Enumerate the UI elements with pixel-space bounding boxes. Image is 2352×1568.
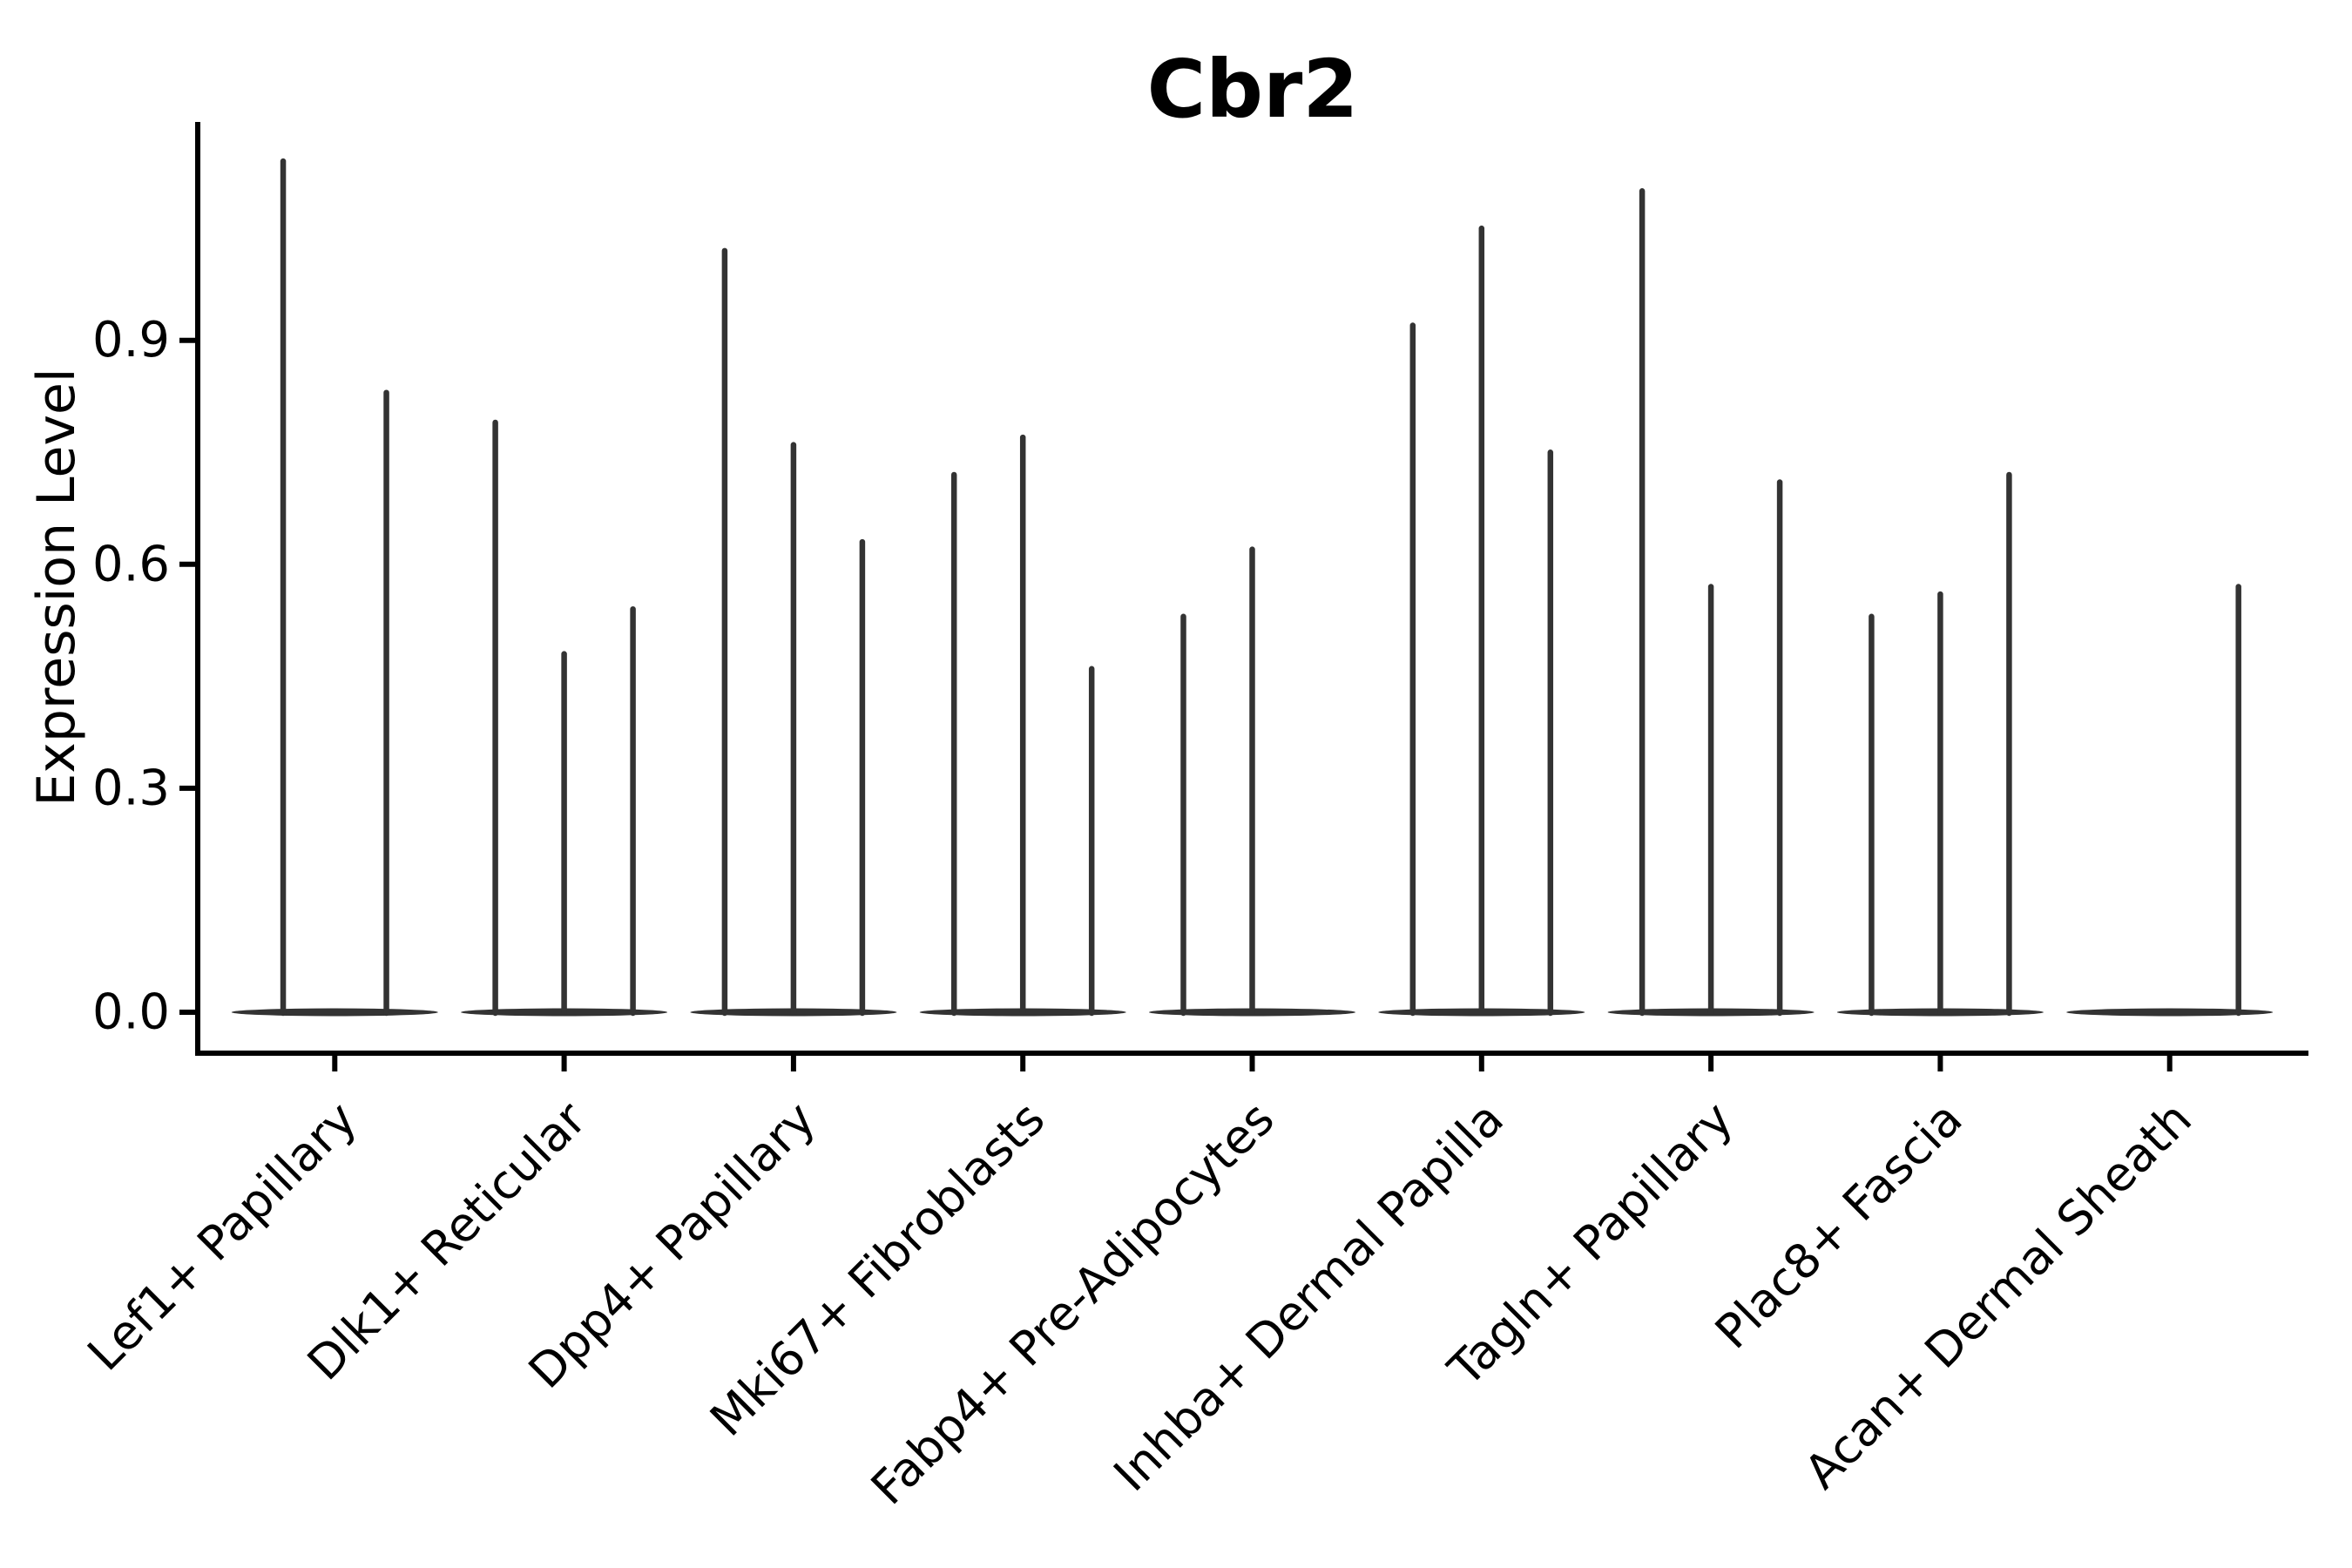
y-tick-label: 0.9 xyxy=(92,312,170,368)
violin-base xyxy=(231,1008,438,1017)
y-tick-label: 0.3 xyxy=(92,760,170,816)
violin-layer xyxy=(231,158,2274,1017)
x-tick-label: Acan+ Dermal Sheath xyxy=(1794,1092,2201,1499)
y-tick-label: 0.0 xyxy=(92,984,170,1041)
x-tick-label: Fabp4+ Pre-Adipocytes xyxy=(861,1092,1285,1516)
x-tick-label: Plac8+ Fascia xyxy=(1705,1092,1973,1360)
chart-title: Cbr2 xyxy=(1147,43,1359,136)
y-axis-label: Expression Level xyxy=(26,368,87,806)
violin-base xyxy=(2066,1008,2274,1017)
y-tick-label: 0.6 xyxy=(92,536,170,592)
x-tick-label: Inhba+ Dermal Papilla xyxy=(1104,1092,1514,1502)
